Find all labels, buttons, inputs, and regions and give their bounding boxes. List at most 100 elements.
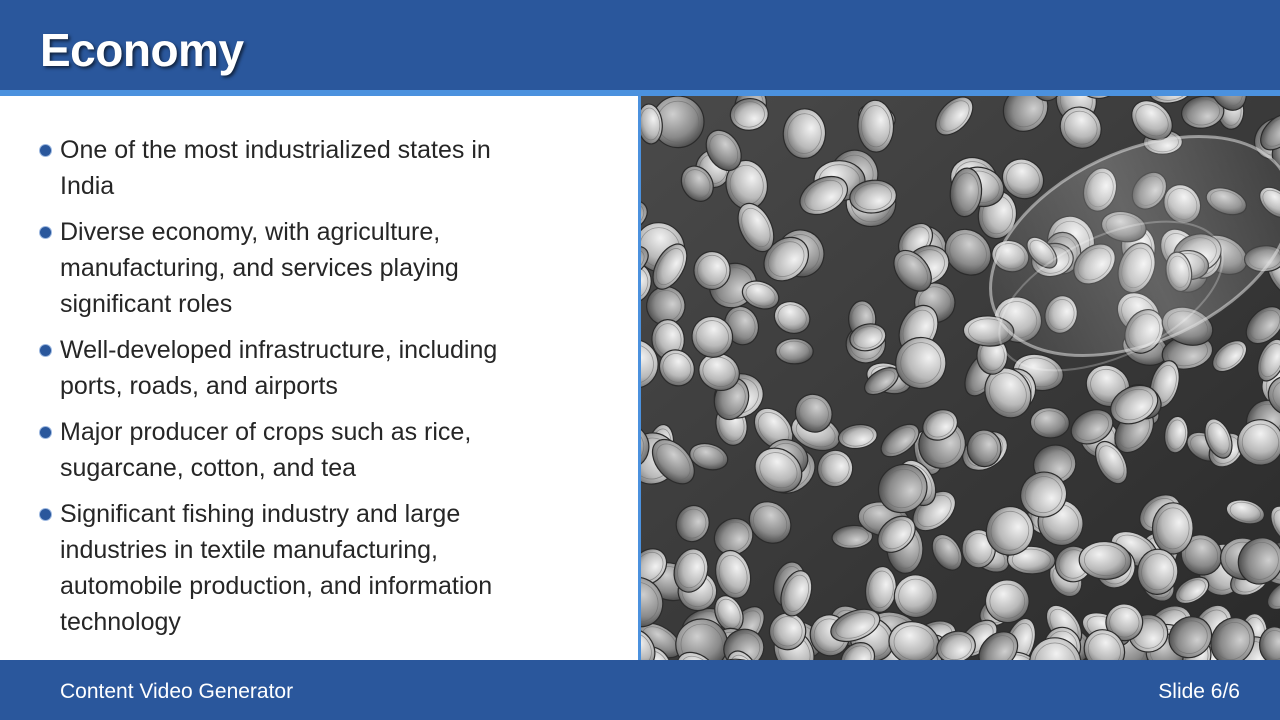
- coin: [794, 393, 833, 433]
- bullet-dot-icon: [40, 345, 51, 356]
- coin: [877, 515, 916, 553]
- coin: [1001, 158, 1045, 200]
- coin: [673, 548, 709, 593]
- bullet-dot-icon: [40, 145, 51, 156]
- coin: [1237, 537, 1280, 585]
- content-image-divider: [638, 96, 641, 660]
- coin: [689, 442, 729, 471]
- coin: [935, 96, 974, 136]
- glass-jar-shape: [989, 135, 1280, 357]
- coin: [775, 338, 814, 365]
- coin: [641, 628, 656, 660]
- coin: [893, 249, 932, 292]
- coin: [705, 129, 742, 172]
- coin: [849, 323, 887, 352]
- coin: [1110, 384, 1159, 425]
- coin: [1258, 626, 1280, 660]
- coin: [1271, 135, 1280, 173]
- coin: [1174, 576, 1210, 605]
- coin: [1078, 540, 1132, 580]
- coin: [880, 423, 920, 458]
- coin: [680, 165, 714, 202]
- coin: [1181, 96, 1225, 129]
- coin: [840, 642, 876, 660]
- coin: [1029, 407, 1070, 439]
- coin: [816, 449, 854, 488]
- coin: [864, 565, 897, 613]
- coin: [1131, 100, 1173, 141]
- glass-jar-rim: [998, 220, 1224, 372]
- slide-title: Economy: [40, 24, 244, 76]
- coin: [944, 228, 992, 276]
- coin: [645, 285, 686, 326]
- content-panel: One of the most industrialized states in…: [0, 96, 638, 660]
- slide-header: Economy: [0, 0, 1280, 90]
- coin: [1002, 96, 1049, 132]
- coin: [754, 447, 803, 493]
- coin: [676, 651, 720, 660]
- bullet-item: Major producer of crops such as rice, su…: [38, 414, 538, 486]
- coin: [1210, 617, 1255, 660]
- coin: [641, 262, 652, 304]
- coin: [714, 549, 752, 599]
- coins-illustration: [641, 96, 1280, 660]
- coin: [658, 349, 695, 387]
- coin: [1270, 505, 1280, 545]
- coin: [1163, 415, 1189, 454]
- coin: [641, 422, 650, 471]
- coin: [1245, 306, 1280, 345]
- coin: [837, 423, 878, 450]
- coin: [780, 570, 813, 617]
- coin: [1168, 616, 1213, 659]
- coin: [1070, 409, 1114, 445]
- coin: [729, 97, 769, 131]
- coin: [641, 103, 663, 145]
- coin: [966, 429, 1002, 468]
- coin: [641, 199, 648, 232]
- coin: [782, 108, 827, 159]
- coin: [895, 336, 947, 390]
- coin: [1237, 419, 1280, 466]
- coin: [949, 167, 983, 218]
- coin: [1020, 471, 1068, 518]
- coin: [1026, 96, 1063, 102]
- coin: [698, 352, 740, 392]
- coin: [936, 630, 976, 660]
- coin: [641, 548, 668, 586]
- coin: [1029, 637, 1082, 660]
- coin: [1204, 418, 1233, 459]
- coin: [830, 608, 881, 643]
- coin: [931, 533, 963, 571]
- bullet-item: One of the most industrialized states in…: [38, 132, 538, 204]
- coin: [641, 576, 664, 628]
- coin: [849, 179, 897, 214]
- coin: [985, 505, 1035, 556]
- coin: [978, 631, 1019, 660]
- coin: [693, 250, 731, 291]
- coin: [768, 612, 807, 651]
- coin: [831, 524, 874, 549]
- bullet-item: Diverse economy, with agriculture, manuf…: [38, 214, 538, 322]
- bullet-text: One of the most industrialized states in…: [60, 136, 491, 200]
- coin: [1094, 440, 1128, 485]
- coin: [763, 236, 809, 282]
- footer-app-name: Content Video Generator: [60, 680, 294, 703]
- coin: [1266, 580, 1280, 611]
- coin: [1260, 113, 1280, 151]
- bullet-item: Significant fishing industry and large i…: [38, 496, 538, 640]
- coin: [748, 501, 792, 544]
- coin: [726, 650, 760, 660]
- coin: [1208, 96, 1247, 111]
- coin: [857, 99, 895, 153]
- coin: [652, 243, 688, 290]
- bullet-dot-icon: [40, 227, 51, 238]
- coin: [1212, 340, 1248, 373]
- slide-counter: Slide 6/6: [1158, 680, 1240, 703]
- coin: [641, 339, 659, 389]
- coin: [893, 574, 938, 619]
- coin: [1136, 548, 1179, 595]
- coin: [651, 438, 695, 485]
- bullet-text: Major producer of crops such as rice, su…: [60, 418, 472, 482]
- coin: [877, 463, 928, 514]
- coins-layer: [641, 96, 1280, 660]
